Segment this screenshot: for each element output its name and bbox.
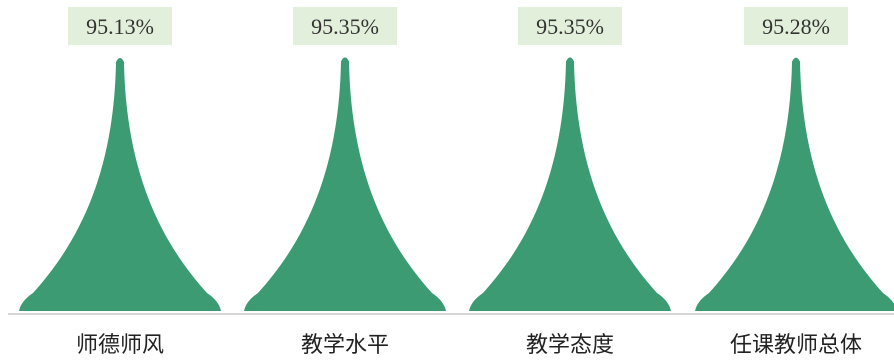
data-label: 95.35% <box>518 7 622 45</box>
x-tick-label: 任课教师总体 <box>730 333 862 358</box>
data-label-text: 95.13% <box>86 14 154 39</box>
data-label-background <box>68 7 172 45</box>
data-label-background <box>518 7 622 45</box>
data-label: 95.13% <box>68 7 172 45</box>
peak-bar <box>19 57 221 311</box>
x-tick-label: 师德师风 <box>76 333 164 358</box>
data-label-background <box>293 7 397 45</box>
data-label-text: 95.28% <box>762 14 830 39</box>
peak-bar <box>695 57 894 311</box>
x-tick-label: 教学水平 <box>301 333 389 358</box>
data-label-text: 95.35% <box>536 14 604 39</box>
peak-bar <box>244 57 446 311</box>
peak-bar <box>469 57 671 311</box>
data-label-text: 95.35% <box>311 14 379 39</box>
peaks-layer <box>19 57 894 311</box>
category-labels-layer: 师德师风 教学水平 教学态度 任课教师总体 <box>76 333 862 358</box>
value-labels-layer: 95.13% 95.35% 95.35% 95.28% <box>68 7 848 45</box>
x-tick-label: 教学态度 <box>526 333 614 358</box>
data-label-background <box>744 7 848 45</box>
data-label: 95.35% <box>293 7 397 45</box>
data-label: 95.28% <box>744 7 848 45</box>
